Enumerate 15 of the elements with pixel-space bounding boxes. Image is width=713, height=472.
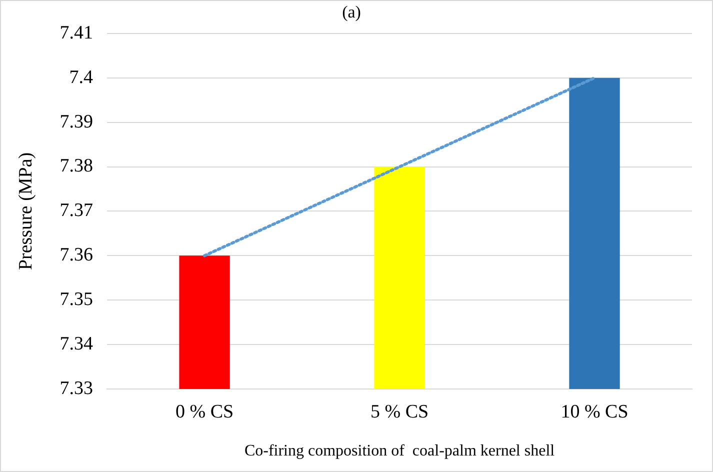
y-tick-label: 7.35 [60, 289, 94, 310]
y-tick-label: 7.34 [60, 334, 94, 355]
y-tick-label: 7.39 [60, 111, 94, 132]
y-tick-label: 7.36 [60, 244, 94, 266]
x-axis-title: Co-firing composition of coal-palm kernel shell [244, 442, 556, 460]
x-tick-label: 0 % CS [176, 401, 234, 422]
chart-title: (a) [342, 2, 361, 22]
y-axis-title: Pressure (MPa) [15, 152, 36, 270]
y-tick-label: 7.37 [60, 200, 94, 222]
x-tick-label: 10 % CS [560, 401, 628, 422]
y-tick-label: 7.41 [60, 22, 94, 44]
y-tick-label: 7.4 [69, 66, 94, 88]
y-tick-label: 7.33 [60, 378, 94, 399]
x-tick-label: 5 % CS [370, 401, 429, 422]
y-tick-label: 7.38 [60, 156, 94, 177]
